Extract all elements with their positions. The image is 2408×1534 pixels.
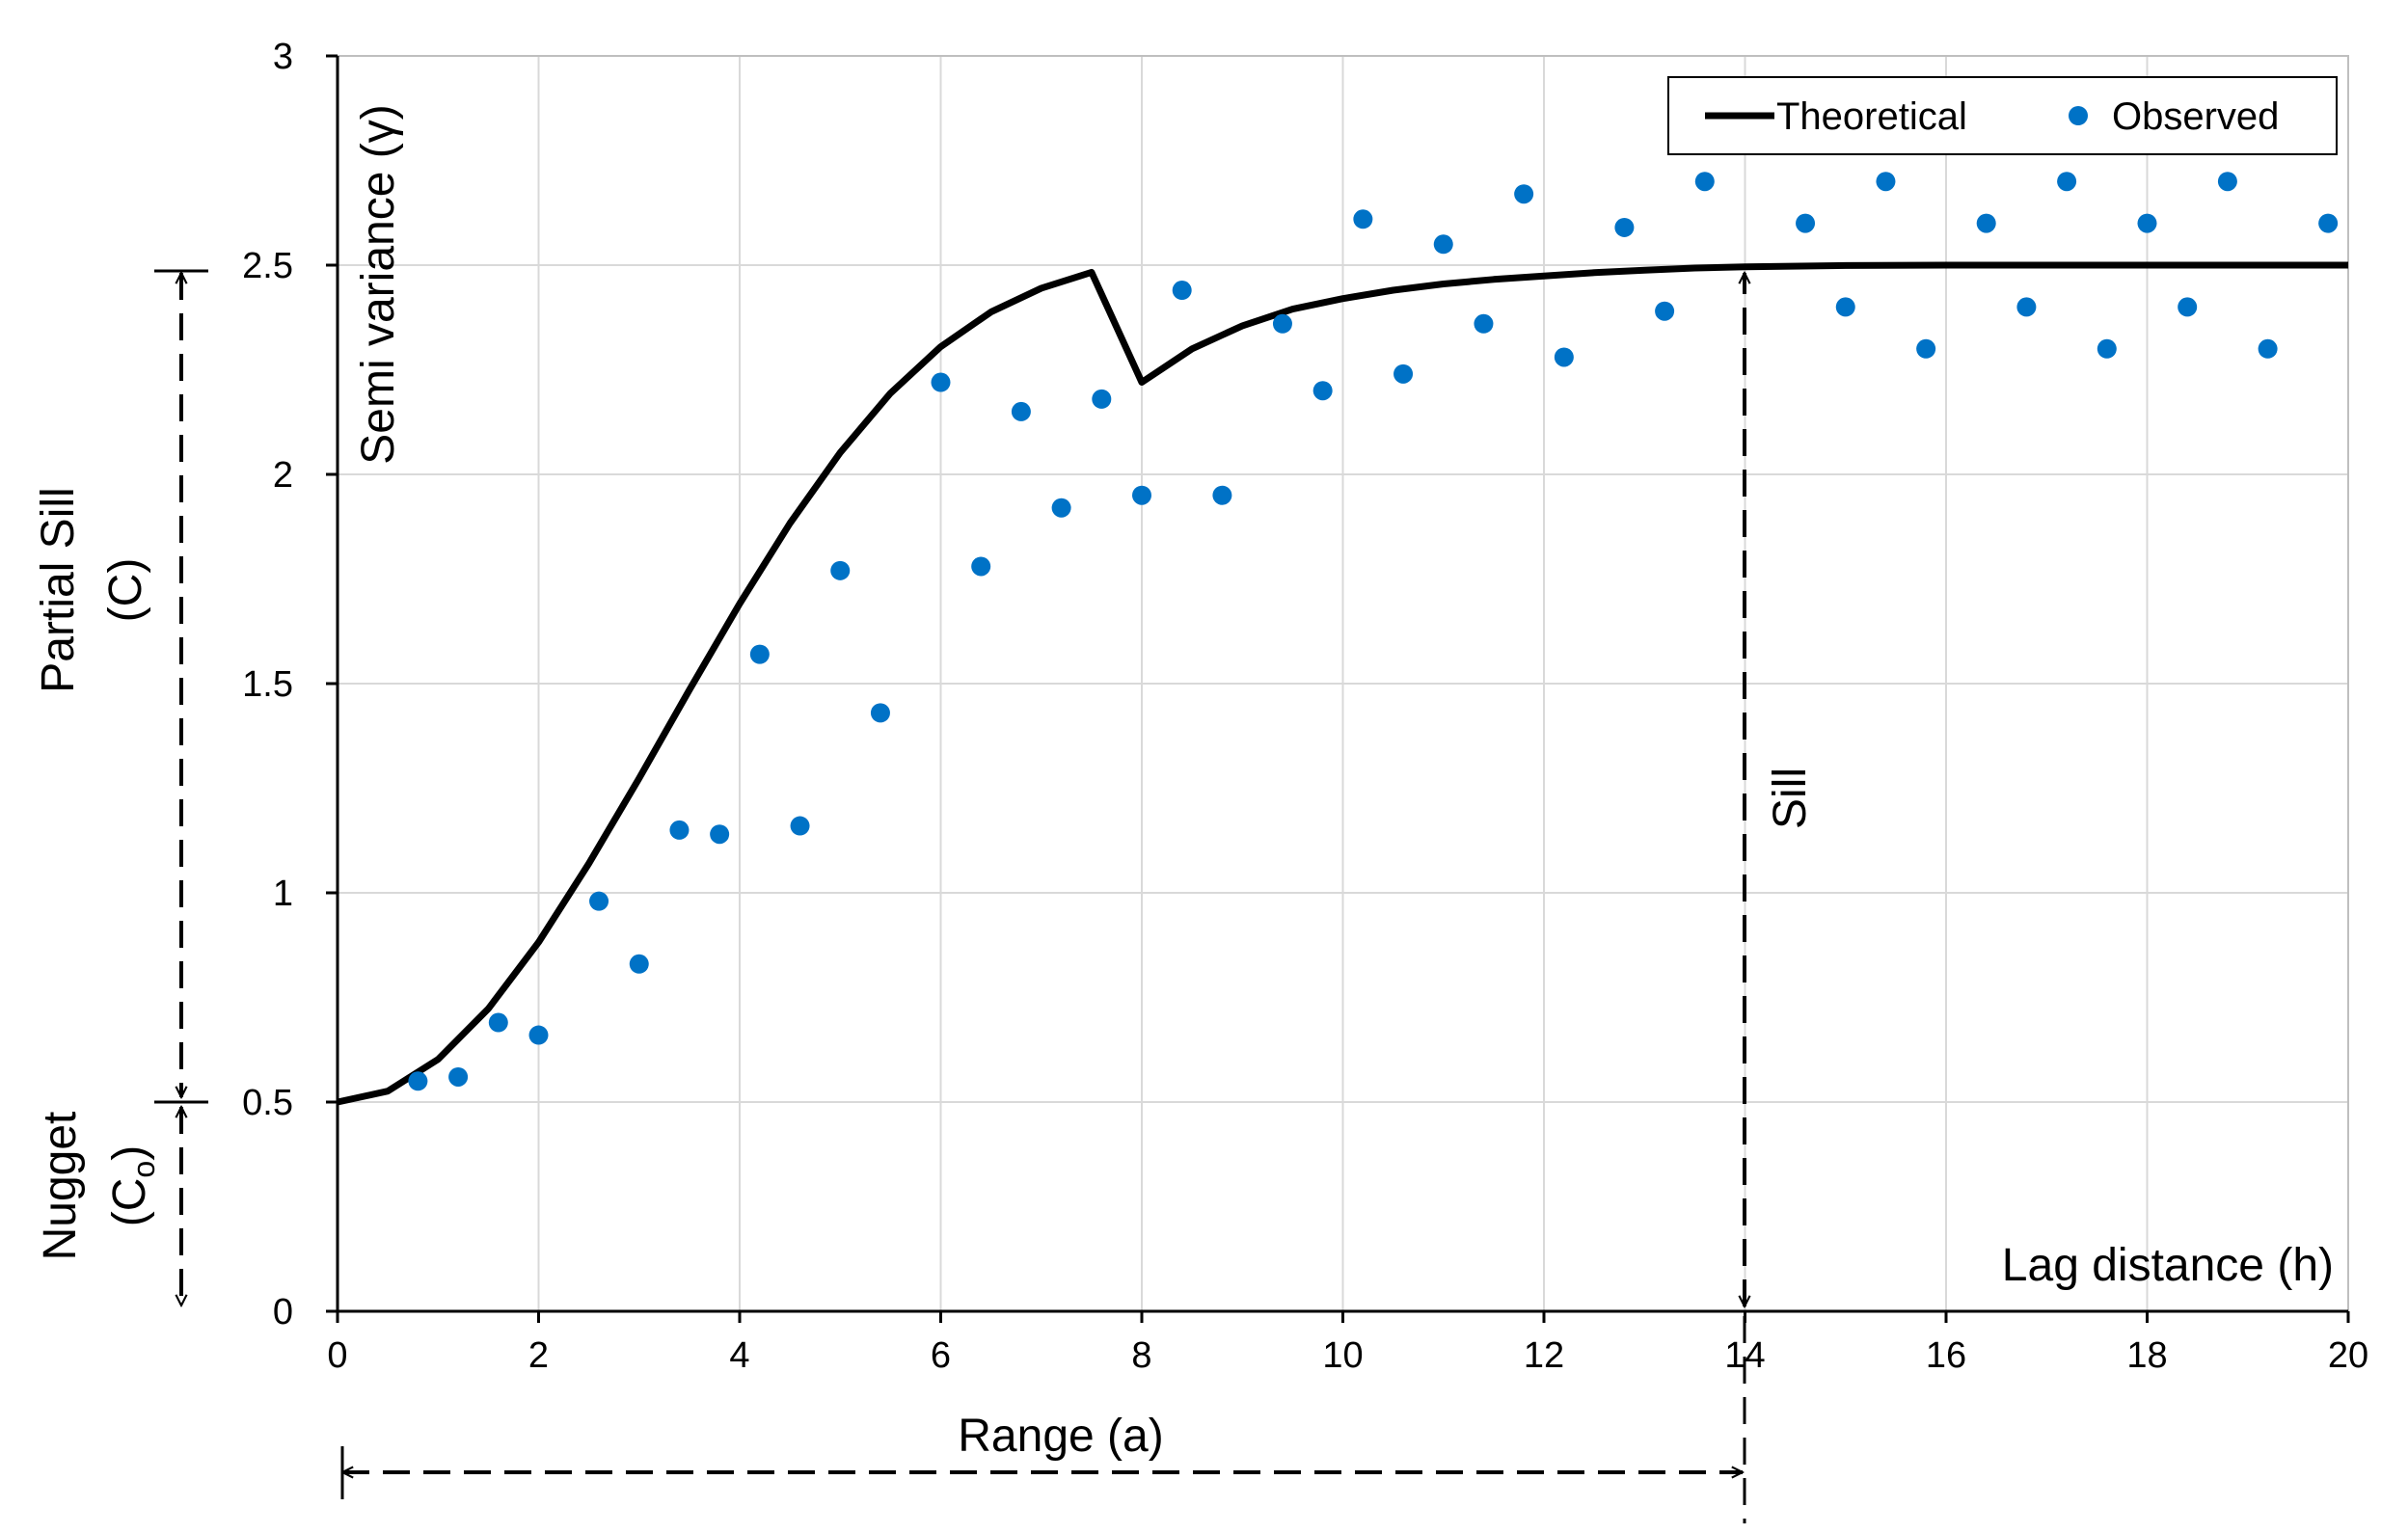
observed-point-24 xyxy=(1433,234,1453,255)
legend-theoretical-label: Theoretical xyxy=(1776,95,1967,138)
observed-point-10 xyxy=(830,560,851,580)
observed-point-40 xyxy=(2178,297,2198,317)
observed-point-2 xyxy=(488,1012,508,1033)
theoretical-series-line xyxy=(337,261,2348,1106)
observed-point-33 xyxy=(1876,172,1896,192)
observed-point-35 xyxy=(1976,213,1996,233)
legend: Theoretical Observed xyxy=(1667,76,2338,155)
y-tick-label-1: 0.5 xyxy=(242,1083,293,1123)
observed-point-30 xyxy=(1694,172,1715,192)
nugget-label-line2: (Co) xyxy=(104,1145,161,1226)
observed-point-7 xyxy=(710,824,730,845)
observed-point-31 xyxy=(1796,213,1816,233)
y-tick-label-3: 1.5 xyxy=(242,664,293,705)
x-tick-label-3: 6 xyxy=(931,1335,951,1376)
nugget-label-line1: Nugget xyxy=(35,1112,86,1261)
axes xyxy=(326,54,2350,1323)
x-tick-label-6: 12 xyxy=(1524,1335,1564,1376)
observed-point-27 xyxy=(1554,347,1574,367)
y-tick-label-0: 0 xyxy=(273,1292,293,1332)
x-axis-label: Lag distance (h) xyxy=(2002,1240,2334,1291)
observed-point-39 xyxy=(2137,213,2157,233)
legend-box xyxy=(1667,76,2338,155)
x-tick-label-5: 10 xyxy=(1322,1335,1363,1376)
observed-point-11 xyxy=(870,703,890,723)
y-tick-label-4: 2 xyxy=(273,455,293,496)
observed-point-34 xyxy=(1916,338,1936,359)
nugget-c-text: (C xyxy=(104,1178,155,1227)
x-tick-label-9: 18 xyxy=(2126,1335,2167,1376)
observed-point-28 xyxy=(1614,217,1635,237)
observed-point-8 xyxy=(749,644,770,664)
observed-point-17 xyxy=(1132,485,1151,505)
partial-sill-arrow xyxy=(154,269,208,1104)
observed-point-12 xyxy=(931,372,951,392)
y-tick-label-2: 1 xyxy=(273,874,293,914)
observed-point-36 xyxy=(2016,297,2037,317)
y-axis-label: Semi variance (γ) xyxy=(353,104,404,464)
observed-point-42 xyxy=(2258,338,2278,359)
observed-point-25 xyxy=(1474,313,1494,334)
observed-point-26 xyxy=(1514,184,1534,204)
observed-point-37 xyxy=(2057,172,2077,192)
observed-point-22 xyxy=(1353,209,1373,229)
observed-point-5 xyxy=(629,954,649,974)
observed-point-29 xyxy=(1655,301,1675,321)
observed-point-23 xyxy=(1393,363,1414,384)
x-tick-label-0: 0 xyxy=(327,1335,347,1376)
observed-point-9 xyxy=(790,816,810,836)
observed-points xyxy=(408,172,2339,1091)
range-arrow xyxy=(340,1316,1746,1523)
observed-point-6 xyxy=(669,820,690,840)
nugget-paren: ) xyxy=(104,1145,155,1161)
range-label: Range (a) xyxy=(958,1411,1163,1462)
x-tick-label-10: 20 xyxy=(2328,1335,2368,1376)
y-tick-label-5: 2.5 xyxy=(242,246,293,286)
x-tick-label-1: 2 xyxy=(528,1335,549,1376)
y-tick-labels: 0 0.5 1 1.5 2 2.5 3 xyxy=(242,37,293,1332)
sill-label: Sill xyxy=(1765,767,1816,829)
observed-point-20 xyxy=(1272,313,1292,334)
observed-point-21 xyxy=(1312,381,1333,401)
nugget-subscript: o xyxy=(126,1161,161,1178)
observed-point-13 xyxy=(971,556,991,577)
y-tick-label-6: 3 xyxy=(273,37,293,77)
x-tick-label-4: 8 xyxy=(1131,1335,1151,1376)
legend-observed-swatch xyxy=(2069,106,2088,125)
x-tick-labels: 0 2 4 6 8 10 12 14 16 18 20 xyxy=(327,1335,2368,1376)
partial-sill-label-line2: (C) xyxy=(100,558,151,623)
observed-point-4 xyxy=(589,891,609,911)
grid-lines xyxy=(338,55,2349,1311)
observed-point-15 xyxy=(1051,498,1071,518)
legend-observed-label: Observed xyxy=(2112,95,2279,138)
observed-point-1 xyxy=(448,1066,469,1087)
partial-sill-label-line1: Partial Sill xyxy=(33,487,84,692)
theoretical-curve xyxy=(337,261,2348,1106)
observed-point-38 xyxy=(2097,338,2117,359)
x-tick-label-2: 4 xyxy=(729,1335,749,1376)
observed-point-0 xyxy=(408,1071,428,1091)
observed-point-43 xyxy=(2318,213,2339,233)
observed-point-16 xyxy=(1092,389,1112,409)
x-tick-label-8: 16 xyxy=(1926,1335,1966,1376)
observed-point-3 xyxy=(528,1025,549,1045)
observed-point-41 xyxy=(2217,172,2237,192)
observed-point-18 xyxy=(1172,281,1192,301)
observed-point-19 xyxy=(1212,485,1232,505)
observed-point-14 xyxy=(1011,401,1031,421)
observed-point-32 xyxy=(1835,297,1855,317)
